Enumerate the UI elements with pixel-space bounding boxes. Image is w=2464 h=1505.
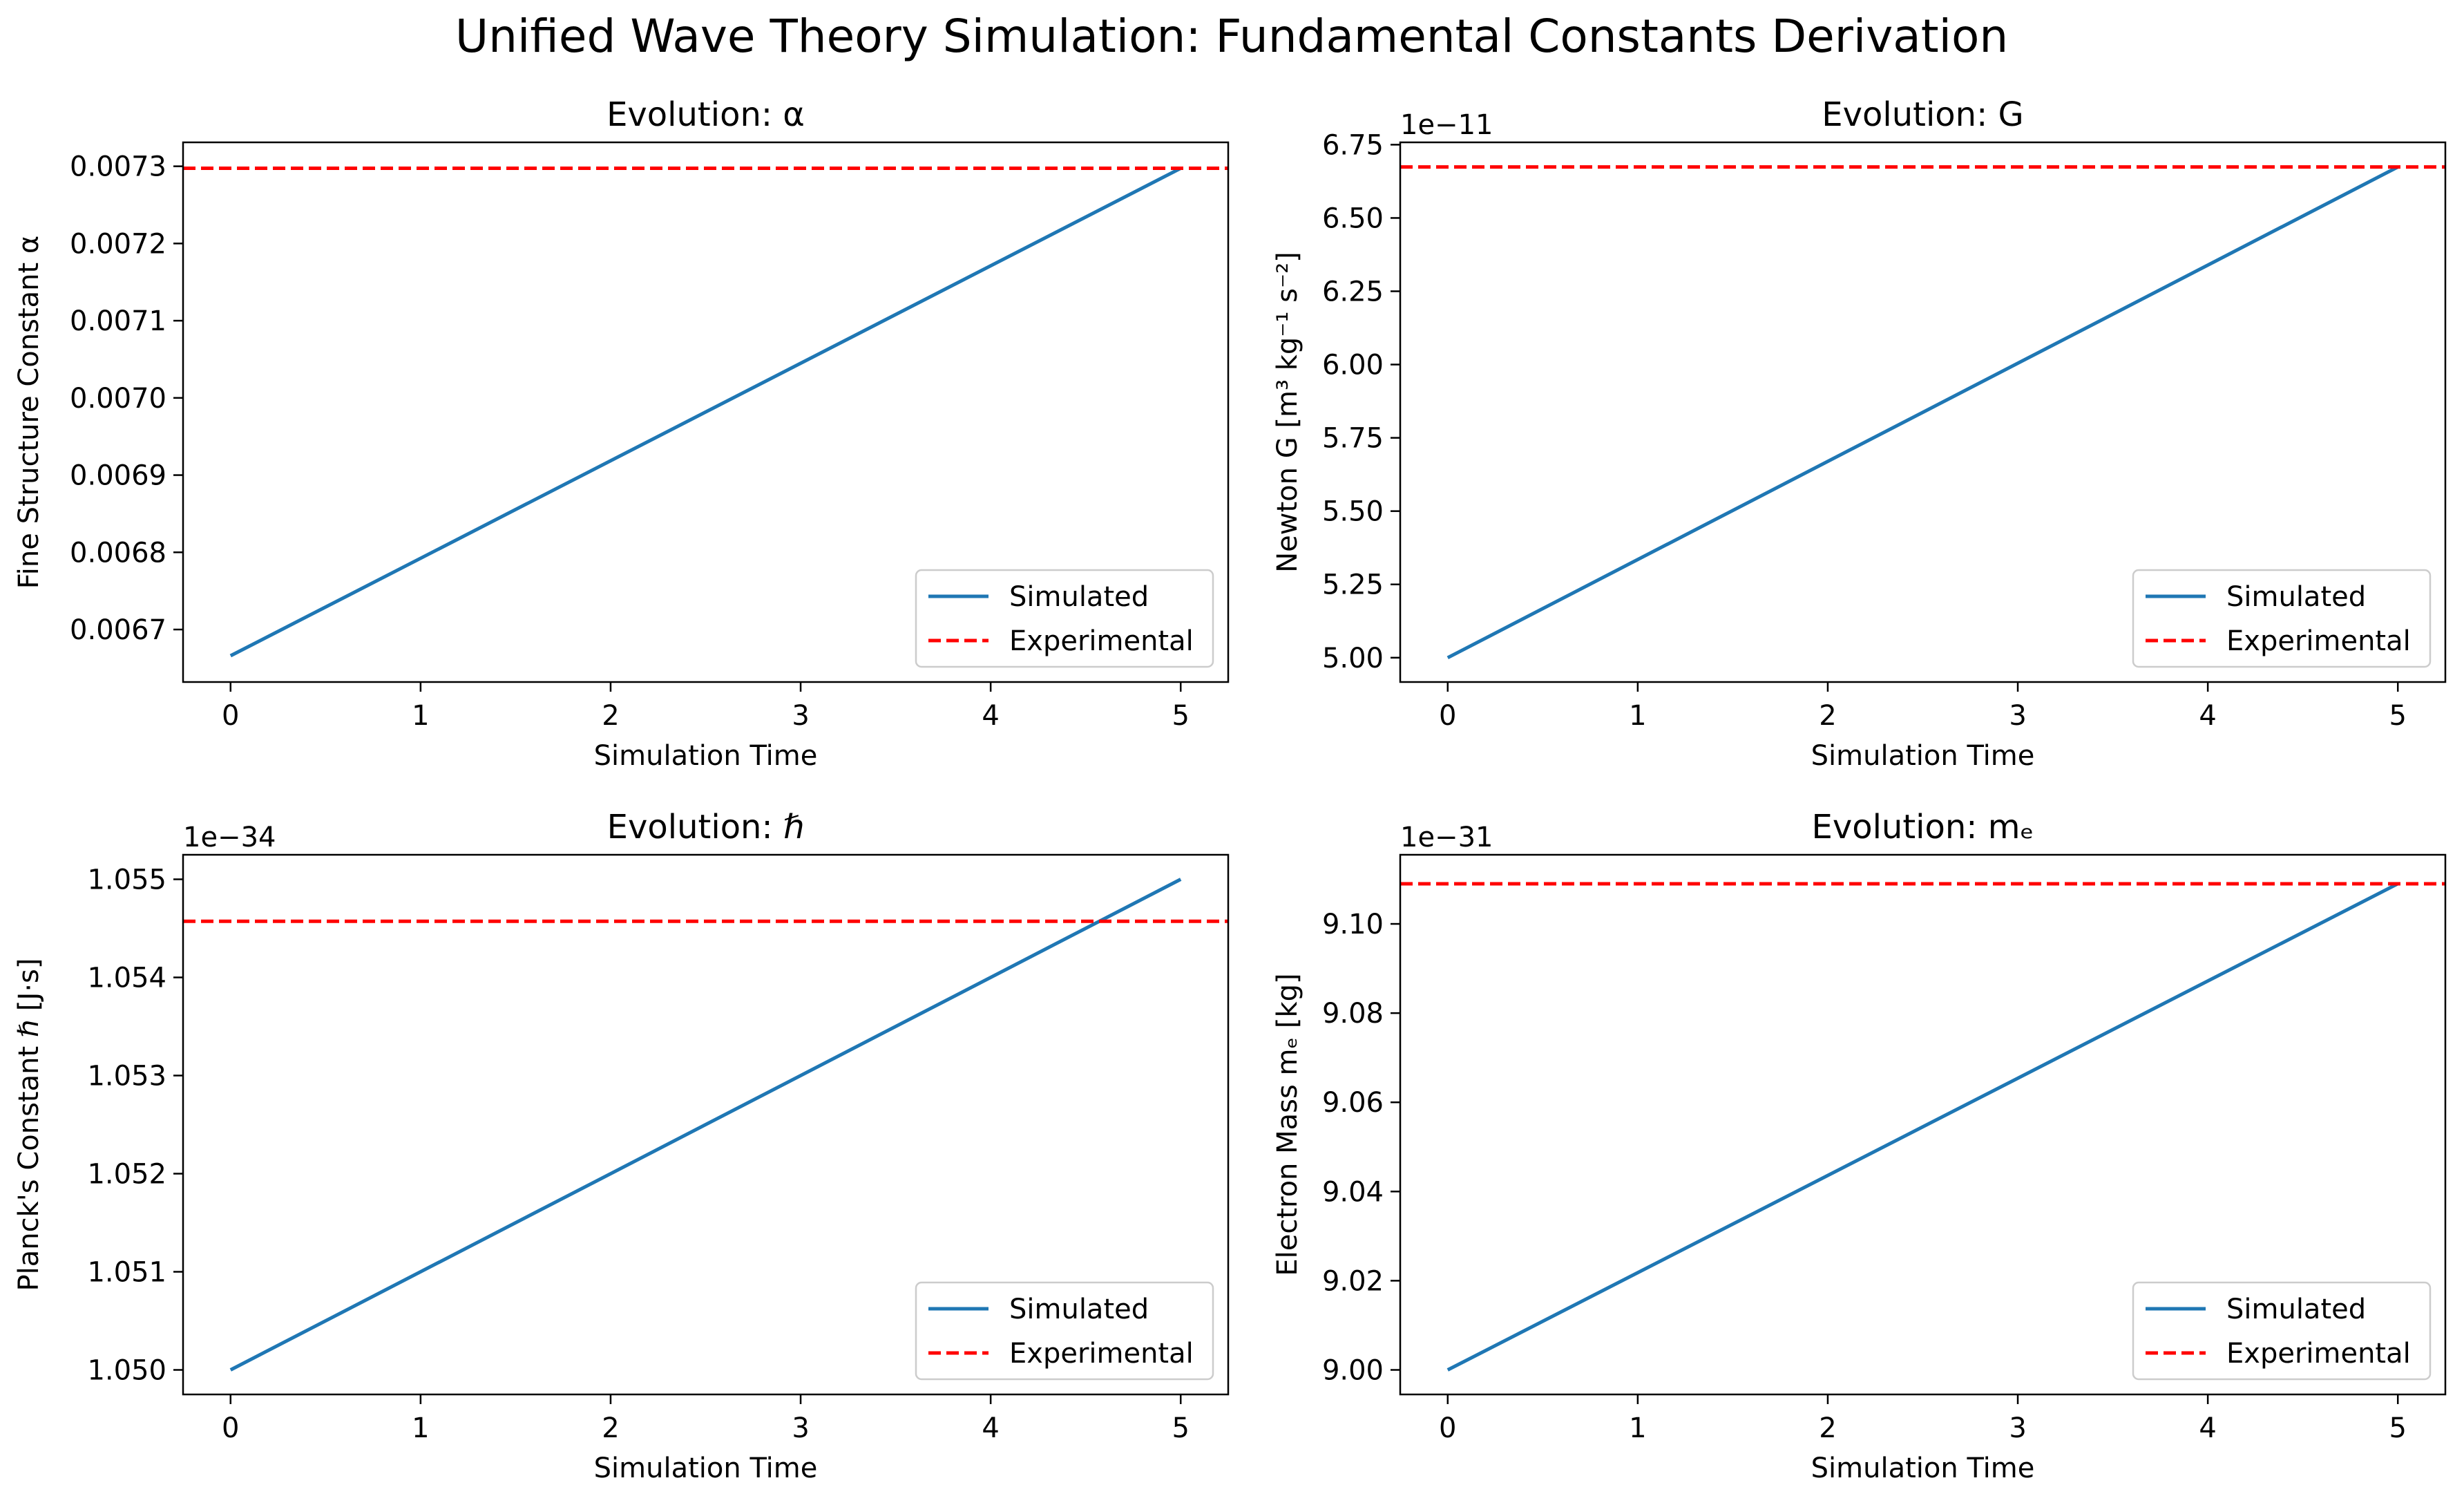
y-tick-label: 1.053 [87,1061,166,1092]
subplot-title: Evolution: α [607,95,805,134]
x-tick-label: 3 [792,1412,809,1444]
y-tick-label: 1.052 [87,1159,166,1191]
y-offset-text: 1e−34 [183,822,276,853]
x-tick-label: 0 [1439,700,1456,732]
x-tick-label: 1 [412,700,429,732]
y-tick-label: 9.02 [1322,1265,1384,1297]
x-tick-label: 4 [982,700,999,732]
legend-box [2132,569,2432,668]
x-tick-label: 0 [1439,1412,1456,1444]
legend-label-simulated: Simulated [1009,581,1149,613]
x-tick-label: 1 [1629,1412,1646,1444]
y-tick-label: 5.25 [1322,569,1384,601]
x-axis-label: Simulation Time [1811,740,2035,772]
y-tick-label: 5.00 [1322,643,1384,674]
y-tick-label: 0.0067 [70,614,166,646]
legend-label-experimental: Experimental [2226,625,2411,657]
legend-box [2132,1281,2432,1381]
x-tick-label: 1 [412,1412,429,1444]
axes-frame [182,853,1230,1396]
y-tick-label: 6.50 [1322,202,1384,234]
y-tick-label: 0.0072 [70,228,166,260]
x-tick-label: 2 [602,700,619,732]
y-axis-label: Planck's Constant ℏ [J·s] [13,958,45,1291]
y-tick-label: 9.10 [1322,909,1384,940]
legend: Simulated Experimental [915,1281,1214,1381]
y-tick-label: 6.75 [1322,129,1384,161]
subplot-3: 0 1 2 3 4 5 1.050 1.051 1.052 1.053 1.054 1.055 Evol… [13,808,1230,1484]
y-axis-label: Electron Mass mₑ [kg] [1272,973,1303,1276]
x-tick-label: 3 [792,700,809,732]
y-tick-label: 1.054 [87,963,166,994]
y-tick-label: 5.50 [1322,496,1384,528]
y-tick-label: 9.06 [1322,1087,1384,1119]
y-tick-label: 1.050 [87,1355,166,1387]
simulated-series-line [1446,165,2399,660]
x-tick-label: 2 [602,1412,619,1444]
simulated-series-line [229,878,1182,1372]
legend-label-experimental: Experimental [1009,625,1194,657]
x-axis-label: Simulation Time [594,1452,818,1484]
x-axis-label: Simulation Time [594,740,818,772]
y-tick-label: 0.0068 [70,537,166,569]
y-tick-label: 0.0069 [70,460,166,492]
simulated-series-line [1446,882,2399,1372]
x-tick-label: 5 [1172,700,1190,732]
axes-frame [1399,853,2447,1396]
y-tick-label: 1.055 [87,864,166,896]
legend-box [915,1281,1214,1381]
figure-suptitle: Unified Wave Theory Simulation: Fundamen… [455,10,2008,63]
legend: Simulated Experimental [2132,569,2432,668]
simulated-series-line [229,167,1182,658]
y-tick-label: 6.25 [1322,276,1384,308]
y-axis-label: Fine Structure Constant α [13,236,45,589]
subplot-2: 0 1 2 3 4 5 5.00 5.25 5.50 5.75 6.00 6.25 6.50 6.75 Ev… [1272,95,2447,772]
x-tick-label: 5 [2389,700,2407,732]
y-tick-label: 9.08 [1322,998,1384,1030]
legend-box [915,569,1214,668]
subplots-grid: 0 1 2 3 4 5 0.0067 0.0068 0.0069 0.0070 0.0071 0.00… [13,95,2447,1484]
subplot-title: Evolution: ℏ [607,808,805,846]
y-tick-label: 0.0071 [70,305,166,337]
y-axis-label: Newton G [m³ kg⁻¹ s⁻²] [1272,252,1303,573]
legend-label-simulated: Simulated [1009,1294,1149,1325]
legend: Simulated Experimental [915,569,1214,668]
y-offset-text: 1e−11 [1400,109,1493,141]
y-offset-text: 1e−31 [1400,822,1493,853]
x-tick-label: 5 [2389,1412,2407,1444]
x-tick-label: 2 [1819,1412,1836,1444]
y-tick-label: 0.0073 [70,151,166,183]
x-tick-label: 0 [222,1412,239,1444]
legend-label-simulated: Simulated [2226,1294,2366,1325]
y-tick-label: 6.00 [1322,350,1384,381]
y-tick-label: 9.04 [1322,1176,1384,1208]
x-tick-label: 5 [1172,1412,1190,1444]
legend: Simulated Experimental [2132,1281,2432,1381]
axes-frame [1399,141,2447,683]
y-tick-label: 5.75 [1322,423,1384,455]
subplot-1: 0 1 2 3 4 5 0.0067 0.0068 0.0069 0.0070 0.0071 0.00… [13,95,1230,772]
y-tick-label: 9.00 [1322,1355,1384,1387]
subplot-4: 0 1 2 3 4 5 9.00 9.02 9.04 9.06 9.08 9.10 Evolution:… [1272,808,2447,1484]
subplot-title: Evolution: G [1822,95,2023,134]
y-tick-label: 1.051 [87,1257,166,1289]
legend-label-simulated: Simulated [2226,581,2366,613]
x-tick-label: 4 [2199,1412,2216,1444]
x-tick-label: 0 [222,700,239,732]
legend-label-experimental: Experimental [2226,1338,2411,1370]
x-tick-label: 4 [982,1412,999,1444]
x-tick-label: 3 [2009,1412,2026,1444]
legend-label-experimental: Experimental [1009,1338,1194,1370]
subplot-title: Evolution: mₑ [1811,808,2034,846]
x-axis-label: Simulation Time [1811,1452,2035,1484]
axes-frame [182,141,1230,683]
x-tick-label: 2 [1819,700,1836,732]
y-tick-label: 0.0070 [70,383,166,415]
x-tick-label: 1 [1629,700,1646,732]
x-tick-label: 3 [2009,700,2026,732]
x-tick-label: 4 [2199,700,2216,732]
